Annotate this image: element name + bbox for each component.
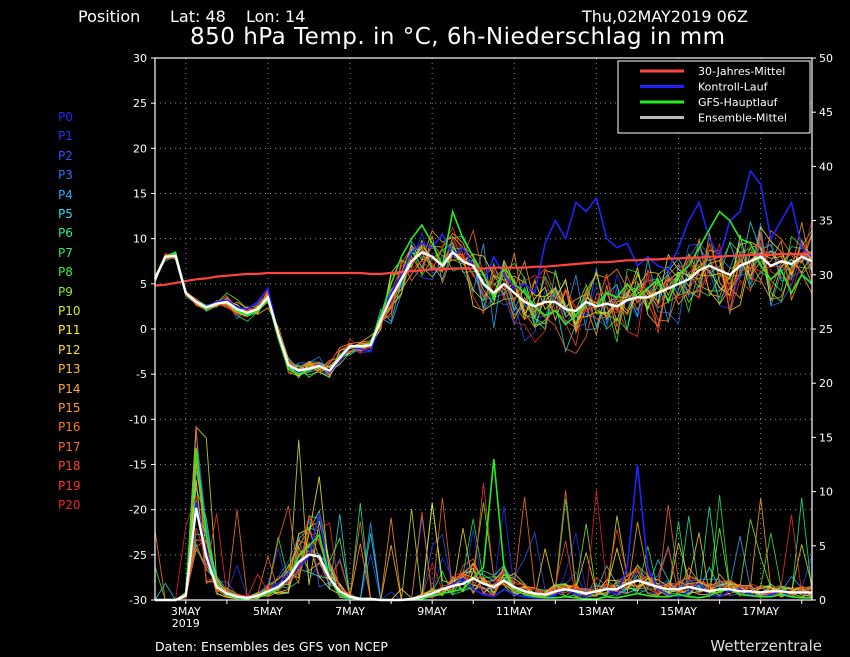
y-right-tick-label: 25 xyxy=(819,323,833,336)
y-left-tick-label: 30 xyxy=(133,52,147,65)
member-precip-line-p14 xyxy=(155,458,813,601)
member-precip-line-p16 xyxy=(154,425,813,601)
y-left-tick-label: 20 xyxy=(133,142,147,155)
member-label-p8: P8 xyxy=(58,265,73,280)
member-precip-line-p19 xyxy=(154,513,813,601)
climatology-temp-line xyxy=(154,252,813,287)
member-precip-line-p12 xyxy=(155,479,813,601)
gfs-main-run-temp-line xyxy=(154,208,813,376)
y-right-tick-label: 50 xyxy=(819,52,833,65)
member-label-p17: P17 xyxy=(58,439,81,454)
member-label-p9: P9 xyxy=(58,284,73,299)
member-label-p5: P5 xyxy=(58,207,73,221)
data-source-credit: Daten: Ensembles des GFS von NCEP xyxy=(155,639,388,654)
gfs-main-run-precip-line xyxy=(155,448,812,601)
x-year-label: 2019 xyxy=(172,617,200,630)
legend-label: 30-Jahres-Mittel xyxy=(698,65,785,78)
control-run-temp-line xyxy=(154,169,813,374)
x-tick-label: 9MAY xyxy=(417,605,447,618)
member-label-p13: P13 xyxy=(58,362,81,377)
member-label-p0: P0 xyxy=(58,110,73,124)
y-right-tick-label: 20 xyxy=(819,377,833,390)
member-label-p2: P2 xyxy=(58,148,73,163)
member-temp-line-p14 xyxy=(154,229,813,374)
legend-label: GFS-Hauptlauf xyxy=(698,96,779,109)
y-right-tick-label: 40 xyxy=(819,160,833,173)
y-left-tick-label: -20 xyxy=(129,504,147,517)
longitude-label: Lon: 14 xyxy=(246,7,306,26)
run-time-label: Thu,02MAY2019 06Z xyxy=(582,7,748,26)
y-right-tick-label: 0 xyxy=(819,594,826,607)
member-label-p4: P4 xyxy=(58,187,73,202)
member-label-p19: P19 xyxy=(58,478,81,493)
x-tick-label: 17MAY xyxy=(742,605,779,618)
member-label-p12: P12 xyxy=(58,342,81,357)
y-right-tick-label: 5 xyxy=(819,540,826,553)
series-layer xyxy=(153,169,813,602)
ensemble-mean-temp-line xyxy=(153,250,813,373)
legend: 30-Jahres-Mittel Kontroll-Lauf GFS-Hauptla… xyxy=(617,60,811,134)
x-tick-label: 5MAY xyxy=(253,605,283,618)
y-right-tick-label: 35 xyxy=(819,215,833,228)
member-label-p7: P7 xyxy=(58,245,73,260)
y-left-tick-label: -30 xyxy=(129,594,147,607)
chart-title: 850 hPa Temp. in °C, 6h-Niederschlag in … xyxy=(190,24,726,50)
member-label-p16: P16 xyxy=(58,420,81,435)
y-left-tick-label: 25 xyxy=(133,97,147,110)
y-left-tick-label: -15 xyxy=(129,459,147,472)
member-precip-line-p10 xyxy=(155,426,813,601)
y-left-tick-label: 0 xyxy=(140,323,147,336)
y-left-tick-label: -5 xyxy=(136,368,147,381)
y-left-tick-label: 15 xyxy=(133,188,147,201)
member-label-p11: P11 xyxy=(58,323,81,338)
y-right-tick-label: 10 xyxy=(819,486,833,499)
y-right-tick-label: 45 xyxy=(819,106,833,119)
legend-box xyxy=(617,60,811,134)
plot-frame xyxy=(154,57,813,601)
y-right-tick-label: 15 xyxy=(819,431,833,444)
x-tick-label: 13MAY xyxy=(578,605,615,618)
y-left-tick-label: 5 xyxy=(140,278,147,291)
grid xyxy=(155,58,812,600)
x-tick-label: 3MAY xyxy=(171,605,201,618)
x-tick-label: 7MAY xyxy=(335,605,365,618)
y-left-tick-label: -25 xyxy=(129,549,147,562)
latitude-label: Lat: 48 xyxy=(170,7,226,26)
member-label-p20: P20 xyxy=(58,498,81,512)
member-label-p15: P15 xyxy=(58,401,81,415)
x-tick-label: 11MAY xyxy=(496,605,533,618)
y-right-tick-label: 30 xyxy=(819,269,833,282)
y-left-tick-label: -10 xyxy=(129,413,147,426)
member-label-p14: P14 xyxy=(58,381,81,396)
legend-label: Ensemble-Mittel xyxy=(698,112,787,125)
member-label-p10: P10 xyxy=(58,304,81,318)
axes: 302520151050-5-10-15-20-25-3050454035302… xyxy=(129,52,833,630)
member-label-p18: P18 xyxy=(58,459,81,474)
member-label-p3: P3 xyxy=(58,168,73,183)
member-temp-line-p20 xyxy=(154,220,813,373)
member-label-p1: P1 xyxy=(58,129,73,144)
legend-label: Kontroll-Lauf xyxy=(698,81,769,94)
position-label: Position xyxy=(78,7,141,26)
brand-label: Wetterzentrale xyxy=(710,637,822,655)
ensemble-mean-precip-line xyxy=(155,507,812,602)
member-label-p6: P6 xyxy=(58,226,73,241)
y-left-tick-label: 10 xyxy=(133,233,147,246)
x-tick-label: 15MAY xyxy=(660,605,697,618)
